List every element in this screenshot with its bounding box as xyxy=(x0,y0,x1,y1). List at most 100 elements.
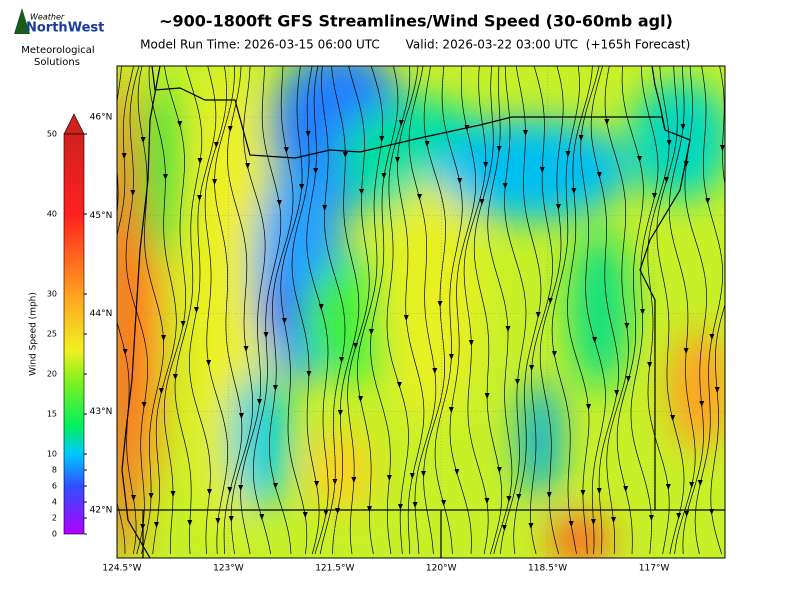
colorbar-tick-label: 10 xyxy=(47,450,57,459)
lon-tick-label: 118.5°W xyxy=(528,564,567,574)
streamline-arrow xyxy=(148,493,154,499)
streamline-arrow xyxy=(479,199,485,205)
colorbar-tick-label: 20 xyxy=(47,370,57,379)
streamline-arrow xyxy=(351,477,357,483)
streamline-arrow xyxy=(283,147,289,153)
streamline-arrow xyxy=(140,137,146,143)
streamline-arrow xyxy=(358,396,364,402)
streamline xyxy=(694,66,724,555)
streamline-arrow xyxy=(215,518,221,524)
streamline-arrow xyxy=(131,495,137,501)
colorbar-tick-label: 6 xyxy=(52,482,57,491)
streamline-arrow xyxy=(546,492,552,498)
streamline-arrow xyxy=(323,510,329,516)
streamline xyxy=(647,66,670,555)
streamline-arrow xyxy=(555,204,561,210)
streamline-arrow xyxy=(614,390,620,396)
colorbar-tick-label: 4 xyxy=(52,498,57,507)
streamline-arrow xyxy=(368,329,374,335)
streamline-arrow xyxy=(409,473,415,479)
streamline-arrow xyxy=(547,298,553,304)
streamline-arrow xyxy=(381,173,387,179)
streamline-arrow xyxy=(281,318,287,324)
streamline-arrow xyxy=(107,466,112,472)
streamline-arrow xyxy=(228,516,234,522)
colorbar: Wind Speed (mph) xyxy=(29,113,85,535)
colorbar-tick-label: 40 xyxy=(47,210,57,219)
streamline-arrow xyxy=(206,360,212,366)
streamline-arrow xyxy=(172,374,178,380)
streamline xyxy=(408,66,437,555)
streamline-arrow xyxy=(683,348,689,354)
streamline-arrow xyxy=(651,193,657,199)
streamline xyxy=(616,66,644,555)
streamline-arrow xyxy=(705,198,711,204)
streamline-arrow xyxy=(314,481,320,487)
lat-tick-label: 45°N xyxy=(90,211,113,221)
streamline-arrow xyxy=(394,157,400,163)
streamline-arrow xyxy=(648,515,654,521)
valid-time: Valid: 2026-03-22 03:00 UTC (+165h Forec… xyxy=(406,38,691,52)
streamline-arrow xyxy=(441,500,447,506)
streamline xyxy=(306,66,329,555)
streamline-arrow xyxy=(302,512,308,518)
colorbar-tick-label: 8 xyxy=(52,466,57,475)
streamline-arrow xyxy=(590,519,596,525)
streamline xyxy=(530,66,553,555)
streamline-arrow xyxy=(256,399,262,405)
streamline-arrow xyxy=(238,485,244,491)
colorbar-ramp xyxy=(63,133,85,535)
streamline-arrow xyxy=(412,502,418,508)
streamline-arrow xyxy=(306,371,312,377)
streamline-arrow xyxy=(403,315,409,321)
streamline-arrow xyxy=(689,482,695,488)
streamline xyxy=(347,66,370,555)
streamline xyxy=(331,66,360,555)
streamline-arrow xyxy=(580,490,586,496)
streamline-arrow xyxy=(565,151,571,157)
model-run: Model Run Time: 2026-03-15 06:00 UTC xyxy=(140,38,380,52)
streamline xyxy=(473,66,503,555)
lon-tick-label: 120°W xyxy=(426,564,457,574)
streamline-arrow xyxy=(611,517,617,523)
streamline-arrow xyxy=(483,162,489,168)
streamline-arrow xyxy=(238,413,244,419)
streamline xyxy=(434,66,463,555)
streamline xyxy=(204,66,229,555)
streamline-arrow xyxy=(505,326,511,332)
streamline-arrow xyxy=(719,145,725,151)
streamline-arrow xyxy=(396,382,402,388)
streamline-arrow xyxy=(180,321,186,327)
streamline-arrow xyxy=(243,346,249,352)
coastline xyxy=(121,66,161,558)
streamline-arrow xyxy=(122,349,128,355)
streamline-arrow xyxy=(448,407,454,413)
lon-tick-label: 121.5°W xyxy=(315,564,354,574)
streamline-arrow xyxy=(586,404,592,410)
streamline-arrow xyxy=(386,475,392,481)
streamline xyxy=(280,66,308,555)
streamline xyxy=(604,66,629,555)
streamline-arrow xyxy=(709,334,715,340)
streamline-arrow xyxy=(397,504,403,510)
streamline xyxy=(163,66,187,555)
streamline-arrow xyxy=(665,484,671,490)
streamline-arrow xyxy=(95,296,100,302)
streamline-arrow xyxy=(448,354,454,360)
streamline-arrow xyxy=(227,126,233,132)
streamline-arrow xyxy=(299,184,305,190)
streamline-arrow xyxy=(528,523,534,529)
streamline-arrow xyxy=(647,362,653,368)
streamline-arrow xyxy=(213,142,219,148)
streamline-arrow xyxy=(130,190,136,196)
streamline xyxy=(567,66,593,555)
streamline-arrow xyxy=(468,340,474,346)
streamline-arrow xyxy=(263,332,269,338)
colorbar-tick-label: 2 xyxy=(52,514,57,523)
streamline xyxy=(214,66,243,555)
streamline-arrow xyxy=(551,351,557,357)
streamline-arrow xyxy=(416,194,422,200)
lon-tick-label: 124.5°W xyxy=(102,564,141,574)
lon-tick-label: 123°W xyxy=(213,564,244,574)
